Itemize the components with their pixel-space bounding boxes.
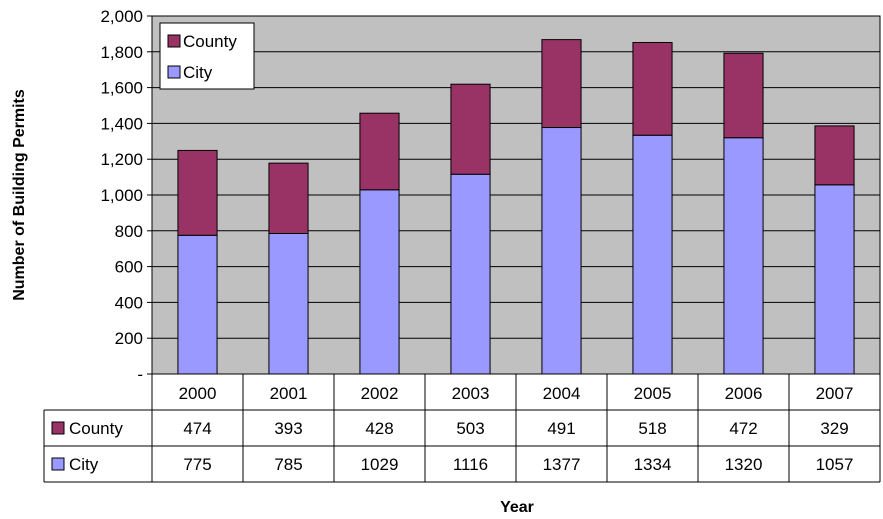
table-value: 518 (638, 419, 666, 438)
table-value: 1116 (453, 455, 488, 474)
table-value: 775 (183, 455, 211, 474)
x-category-label: 2007 (816, 384, 854, 403)
y-tick-label: 1,600 (100, 79, 143, 98)
table-value: 329 (820, 419, 848, 438)
y-tick-label: 400 (115, 293, 143, 312)
table-value: 1334 (634, 455, 672, 474)
bar-city-2001 (268, 232, 309, 375)
legend-swatch-city (167, 65, 181, 79)
x-category-label: 2003 (452, 384, 490, 403)
table-value: 491 (547, 419, 575, 438)
plot-area (151, 15, 881, 375)
bar-city-2006 (723, 137, 764, 375)
legend-label: City (183, 63, 213, 82)
y-tick-label: 1,400 (100, 114, 143, 133)
y-tick-label: 2,000 (100, 7, 143, 26)
bar-county-2004 (541, 39, 582, 129)
y-axis-title: Number of Building Permits (11, 89, 28, 301)
x-category-label: 2004 (543, 384, 581, 403)
bar-county-2002 (359, 112, 400, 191)
y-tick-label: 1,800 (100, 43, 143, 62)
table-series-label: County (69, 419, 123, 438)
x-category-label: 2002 (361, 384, 399, 403)
x-category-label: 2000 (179, 384, 217, 403)
y-tick-label: 1,200 (100, 150, 143, 169)
y-tick-label: 600 (115, 258, 143, 277)
x-axis-title: Year (500, 499, 534, 516)
legend-label: County (183, 32, 237, 51)
y-tick-label: - (137, 365, 143, 384)
table-value: 393 (274, 419, 302, 438)
y-tick-label: 800 (115, 222, 143, 241)
y-tick-label: 200 (115, 329, 143, 348)
bar-city-2002 (359, 189, 400, 375)
table-value: 785 (274, 455, 302, 474)
bar-county-2003 (450, 83, 491, 175)
y-axis: - 200 400 600 800 1,000 1,200 1,400 1,600 1,800 2,… (100, 7, 152, 384)
table-swatch-city (51, 457, 65, 471)
data-table: 2000 2001 2002 2003 2004 2005 2006 2007 County 47… (43, 374, 881, 483)
table-value: 503 (456, 419, 484, 438)
table-value: 1057 (816, 455, 854, 474)
table-value: 1320 (725, 455, 763, 474)
bar-county-2001 (268, 162, 309, 234)
table-series-label: City (69, 455, 99, 474)
table-swatch-county (51, 421, 65, 435)
table-value: 472 (729, 419, 757, 438)
legend: County City (159, 22, 255, 90)
bar-county-2000 (177, 149, 218, 236)
bar-county-2005 (632, 41, 673, 136)
table-value: 474 (183, 419, 211, 438)
bar-city-2003 (450, 173, 491, 375)
x-category-label: 2006 (725, 384, 763, 403)
table-value: 1377 (543, 455, 581, 474)
bar-city-2005 (632, 134, 673, 375)
bar-city-2000 (177, 234, 218, 375)
bar-county-2006 (723, 52, 764, 139)
table-value: 1029 (361, 455, 399, 474)
x-category-label: 2005 (634, 384, 672, 403)
legend-swatch-county (167, 34, 181, 48)
bar-city-2007 (814, 184, 855, 375)
bar-county-2007 (814, 125, 855, 186)
table-value: 428 (365, 419, 393, 438)
bar-city-2004 (541, 127, 582, 375)
y-tick-label: 1,000 (100, 186, 143, 205)
x-category-label: 2001 (270, 384, 308, 403)
